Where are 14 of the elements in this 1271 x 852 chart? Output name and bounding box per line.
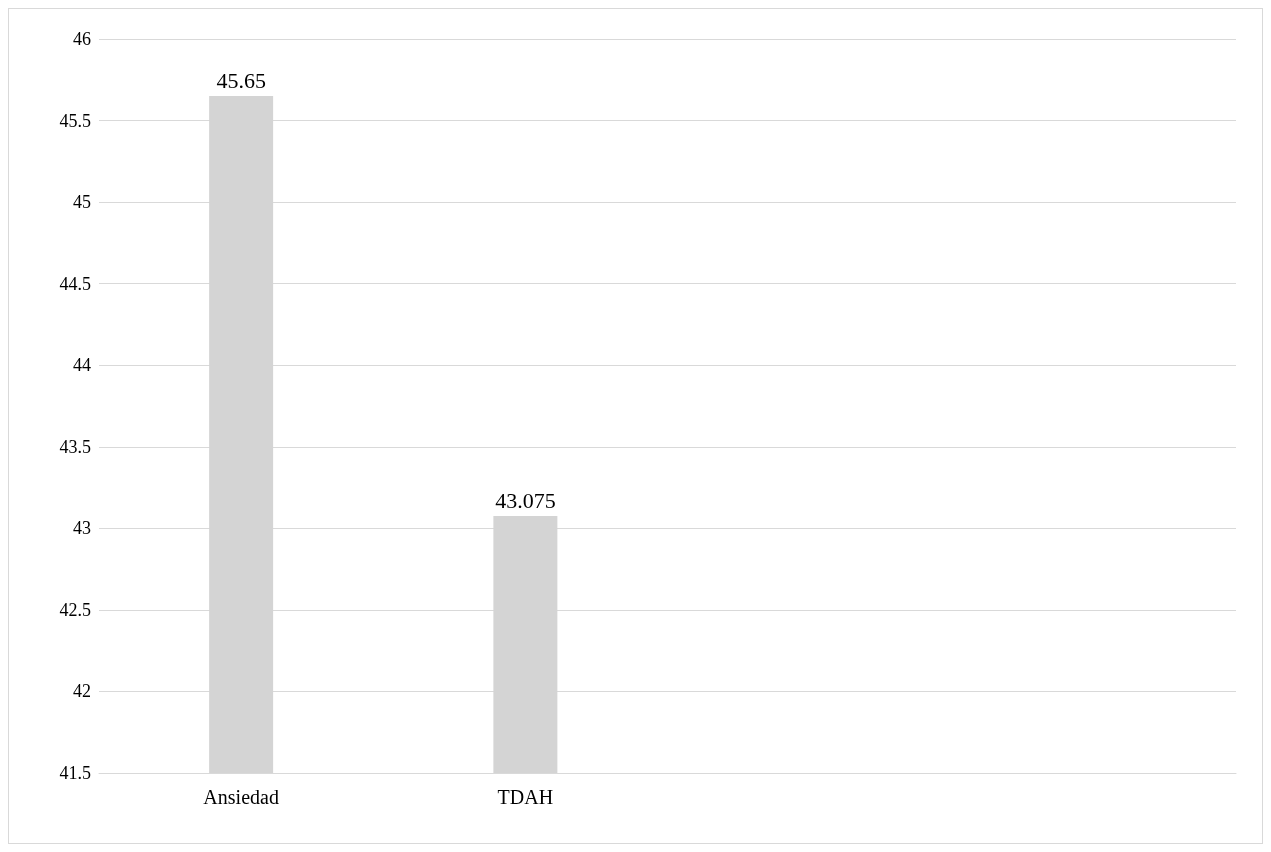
y-tick-label: 42.5 <box>59 599 91 620</box>
y-tick-label: 42 <box>73 681 91 702</box>
y-tick-label: 44.5 <box>59 273 91 294</box>
y-tick-label: 44 <box>73 355 91 376</box>
data-label: 43.075 <box>495 487 556 513</box>
y-tick-label: 43 <box>73 518 91 539</box>
y-tick-label: 41.5 <box>59 763 91 783</box>
y-tick-label: 46 <box>73 29 91 49</box>
y-tick-label: 43.5 <box>59 436 91 457</box>
x-tick-label: TDAH <box>497 786 554 808</box>
y-tick-label: 45 <box>73 192 91 213</box>
x-tick-label: Ansiedad <box>203 786 279 808</box>
y-tick-label: 45.5 <box>59 110 91 131</box>
data-label: 45.65 <box>216 67 266 93</box>
